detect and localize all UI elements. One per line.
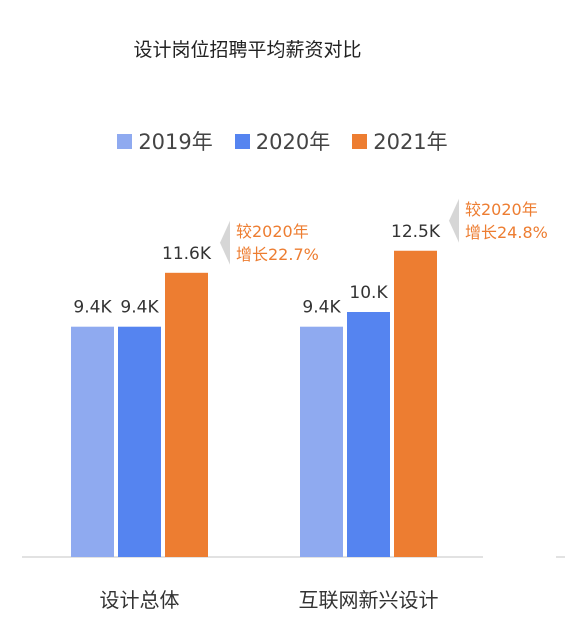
bar-0-0	[71, 326, 114, 557]
bar-2-0	[165, 272, 208, 557]
annotation-arrow	[220, 220, 230, 265]
bar-1-1	[347, 312, 390, 557]
bar-value-label: 11.6K	[162, 244, 212, 264]
bar-2-1	[394, 250, 437, 557]
legend-swatch-2019	[117, 133, 133, 149]
legend: 2019年 2020年 2021年	[0, 126, 565, 156]
annotation-line1: 较2020年	[236, 222, 309, 241]
bar-1-0	[118, 326, 161, 557]
legend-swatch-2020	[234, 133, 250, 149]
category-label: 互联网新兴设计	[299, 588, 439, 612]
annotation-line2: 增长24.8%	[465, 223, 548, 242]
legend-label-2021: 2021年	[373, 130, 448, 154]
bar-value-label: 9.4K	[120, 298, 159, 318]
legend-item-2021: 2021年	[352, 126, 448, 156]
legend-item-2019: 2019年	[117, 126, 213, 156]
bar-value-label: 9.4K	[73, 298, 112, 318]
legend-label-2019: 2019年	[138, 130, 213, 154]
legend-label-2020: 2020年	[255, 130, 331, 154]
annotation-arrow	[449, 198, 459, 243]
legend-swatch-2021	[352, 133, 368, 149]
bar-value-label: 10.K	[349, 283, 388, 303]
bar-value-label: 9.4K	[302, 298, 341, 318]
bar-0-1	[300, 326, 343, 557]
annotation-line2: 增长22.7%	[236, 245, 319, 264]
category-label: 设计总体	[100, 588, 180, 612]
legend-item-2020: 2020年	[234, 126, 331, 156]
annotation-line1: 较2020年	[465, 200, 538, 219]
bar-value-label: 12.5K	[391, 222, 441, 242]
chart-title: 设计岗位招聘平均薪资对比	[133, 39, 362, 61]
